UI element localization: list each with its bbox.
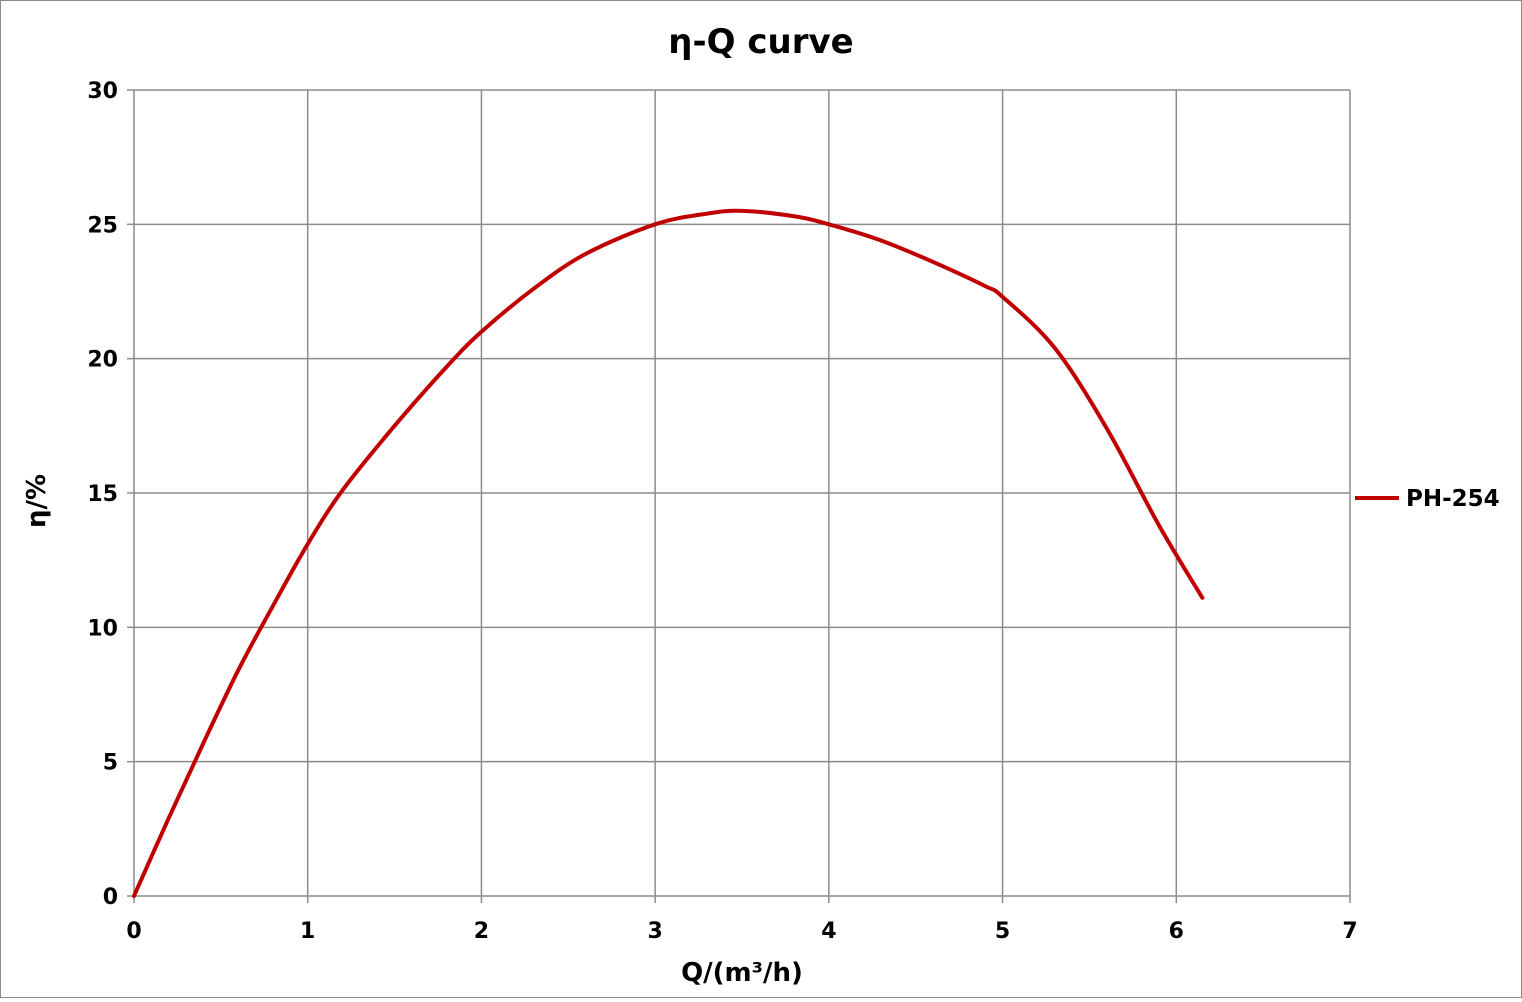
grid [134, 89, 1351, 896]
y-tick-label-25: 25 [87, 213, 118, 238]
axes [127, 89, 1351, 903]
series-layer [132, 208, 1205, 898]
y-axis-label: η/% [22, 474, 52, 528]
tick-labels: 0 1 2 3 4 5 6 7 0 5 10 15 20 25 30 [87, 79, 1357, 944]
chart-title: η-Q curve [668, 22, 853, 62]
series-line-ph-254 [132, 208, 1205, 898]
legend: PH-254 [1355, 486, 1500, 512]
y-tick-label-10: 10 [87, 616, 118, 641]
x-tick-label-3: 3 [647, 919, 662, 944]
x-tick-label-4: 4 [821, 919, 836, 944]
y-tick-label-0: 0 [103, 885, 118, 910]
y-tick-label-5: 5 [103, 751, 118, 776]
x-axis-label: Q/(m³/h) [681, 958, 803, 988]
y-tick-label-20: 20 [87, 348, 118, 373]
y-tick-label-30: 30 [87, 79, 118, 104]
x-tick-label-5: 5 [995, 919, 1010, 944]
x-tick-label-0: 0 [126, 919, 141, 944]
x-tick-label-7: 7 [1342, 919, 1357, 944]
legend-label-ph-254: PH-254 [1406, 486, 1500, 512]
y-tick-label-15: 15 [87, 482, 118, 507]
x-tick-label-2: 2 [474, 919, 489, 944]
x-tick-label-1: 1 [300, 919, 315, 944]
x-tick-label-6: 6 [1169, 919, 1184, 944]
